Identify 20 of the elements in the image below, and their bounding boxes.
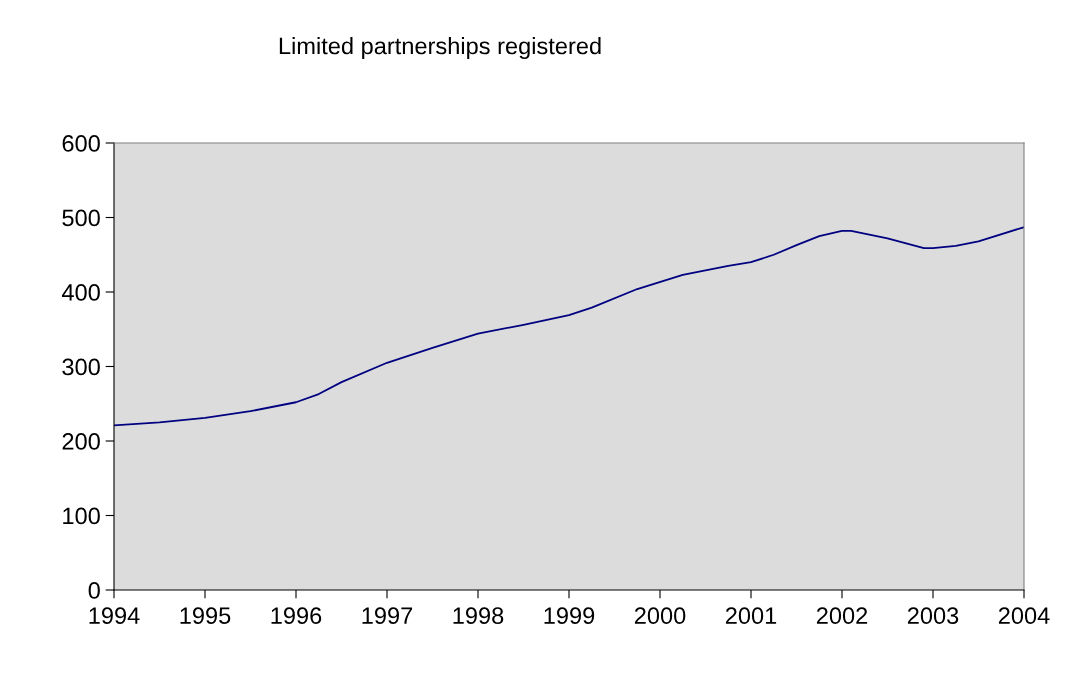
y-tick-label: 600: [62, 135, 100, 152]
y-tick-label: 300: [62, 358, 100, 376]
y-tick-label: 200: [62, 433, 100, 450]
x-tick-label: 1999: [544, 607, 595, 625]
x-tick-label: 1997: [362, 607, 413, 625]
y-tick-label: 100: [63, 507, 100, 525]
x-tick-label: 1996: [271, 607, 322, 625]
x-tick-label: 1994: [89, 607, 140, 625]
y-tick-label: 400: [61, 284, 100, 301]
x-tick-label: 1998: [453, 607, 504, 625]
x-tick-label: 2000: [634, 607, 686, 625]
y-tick-label: 0: [88, 582, 100, 599]
line-series: [114, 226, 1024, 427]
x-tick-label: 1995: [180, 607, 231, 625]
x-tick-label: 2004: [998, 607, 1050, 625]
x-tick-label: 2002: [816, 607, 868, 625]
x-tick-label: 2003: [907, 607, 959, 625]
y-tick-label: 500: [62, 209, 100, 227]
chart-title: Limited partnerships registered: [279, 37, 601, 59]
x-tick-label: 2001: [725, 607, 777, 625]
